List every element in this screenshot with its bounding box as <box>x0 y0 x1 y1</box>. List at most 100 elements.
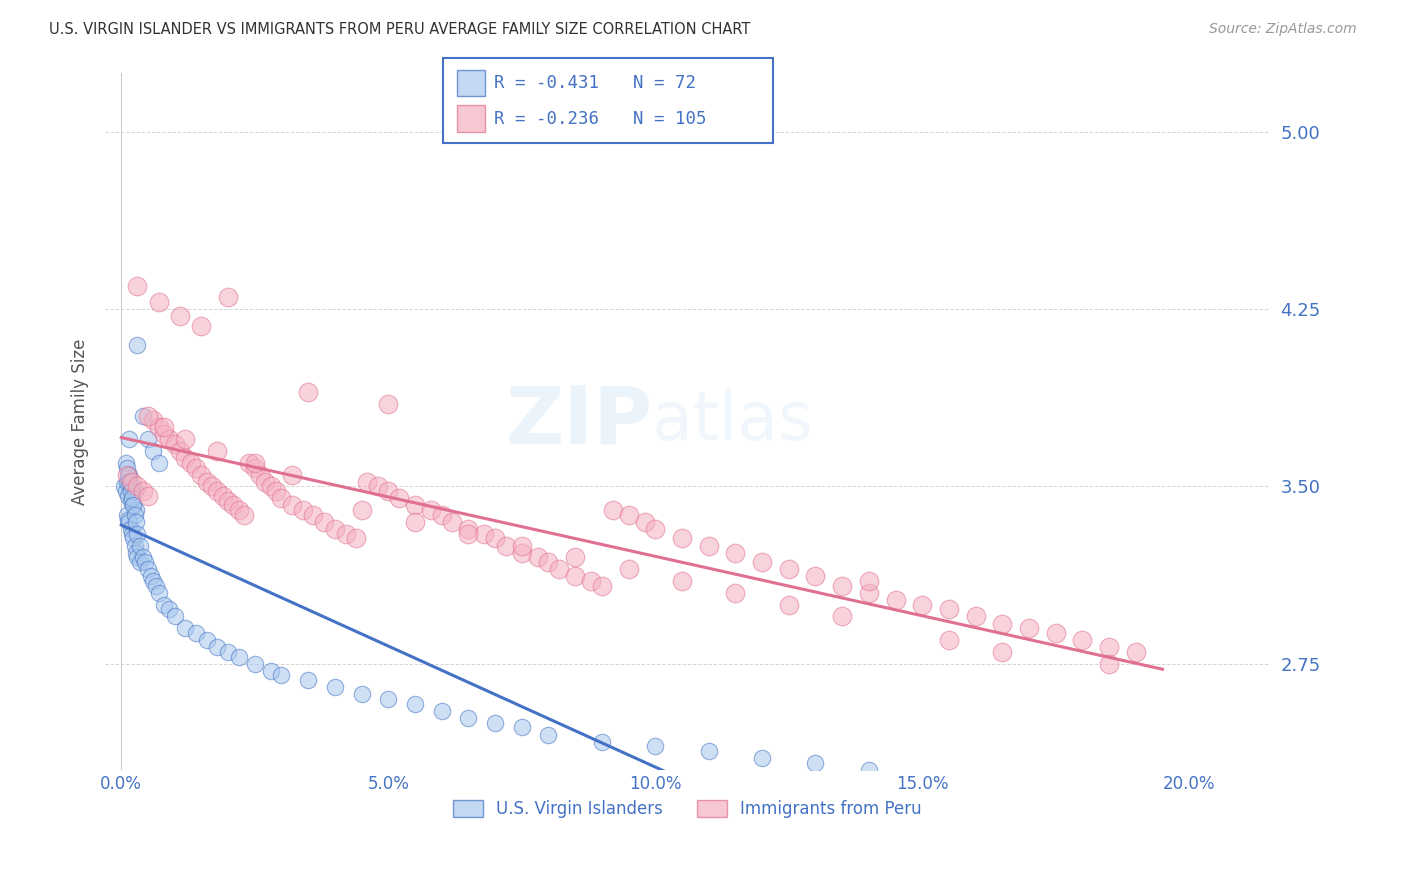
Point <box>127 550 149 565</box>
Point <box>314 515 336 529</box>
Point <box>404 499 426 513</box>
Point <box>157 432 180 446</box>
Point <box>1098 657 1121 671</box>
Point <box>564 569 586 583</box>
Point <box>457 522 479 536</box>
Point <box>671 532 693 546</box>
Point <box>1045 626 1067 640</box>
Point <box>858 586 880 600</box>
Point <box>125 546 148 560</box>
Point <box>724 586 747 600</box>
Point <box>323 522 346 536</box>
Point <box>991 616 1014 631</box>
Point <box>911 598 934 612</box>
Point <box>115 475 138 489</box>
Point <box>117 489 139 503</box>
Point <box>938 602 960 616</box>
Point <box>270 491 292 506</box>
Point <box>134 555 156 569</box>
Point <box>441 515 464 529</box>
Point <box>323 681 346 695</box>
Point <box>751 555 773 569</box>
Point <box>591 734 613 748</box>
Point <box>548 562 571 576</box>
Point <box>281 499 304 513</box>
Point <box>169 444 191 458</box>
Point <box>217 645 239 659</box>
Point <box>367 479 389 493</box>
Point <box>118 515 141 529</box>
Point <box>510 539 533 553</box>
Point <box>174 451 197 466</box>
Y-axis label: Average Family Size: Average Family Size <box>72 338 89 505</box>
Point <box>965 609 987 624</box>
Point <box>858 763 880 777</box>
Point <box>148 456 170 470</box>
Point <box>118 432 141 446</box>
Point <box>420 503 443 517</box>
Point <box>131 484 153 499</box>
Point <box>142 444 165 458</box>
Point <box>115 508 138 522</box>
Point <box>243 460 266 475</box>
Point <box>831 609 853 624</box>
Point <box>115 467 138 482</box>
Point <box>254 475 277 489</box>
Point <box>644 739 666 754</box>
Point <box>211 489 233 503</box>
Point <box>430 508 453 522</box>
Point <box>724 546 747 560</box>
Point <box>233 508 256 522</box>
Point <box>190 318 212 333</box>
Point <box>260 664 283 678</box>
Point <box>136 489 159 503</box>
Point <box>217 493 239 508</box>
Point <box>264 484 287 499</box>
Point <box>633 515 655 529</box>
Point <box>858 574 880 588</box>
Point <box>139 569 162 583</box>
Point <box>129 555 152 569</box>
Point <box>131 409 153 423</box>
Point <box>122 499 145 513</box>
Point <box>190 467 212 482</box>
Point <box>495 539 517 553</box>
Point <box>356 475 378 489</box>
Point <box>751 751 773 765</box>
Point <box>617 508 640 522</box>
Point <box>1071 633 1094 648</box>
Text: Source: ZipAtlas.com: Source: ZipAtlas.com <box>1209 22 1357 37</box>
Point <box>122 499 145 513</box>
Point <box>457 711 479 725</box>
Point <box>120 522 142 536</box>
Point <box>195 633 218 648</box>
Point <box>142 574 165 588</box>
Point <box>124 508 146 522</box>
Point <box>1018 621 1040 635</box>
Point <box>388 491 411 506</box>
Point <box>697 539 720 553</box>
Point <box>112 479 135 493</box>
Point <box>1098 640 1121 654</box>
Point <box>115 460 138 475</box>
Point <box>184 460 207 475</box>
Point <box>127 479 149 493</box>
Point <box>120 484 142 499</box>
Point <box>174 621 197 635</box>
Point <box>148 586 170 600</box>
Point <box>127 526 149 541</box>
Point <box>131 550 153 565</box>
Point <box>991 645 1014 659</box>
Text: N = 72: N = 72 <box>633 74 696 92</box>
Point <box>125 515 148 529</box>
Point <box>617 562 640 576</box>
Point <box>1125 645 1147 659</box>
Point <box>136 562 159 576</box>
Point <box>136 432 159 446</box>
Point <box>228 649 250 664</box>
Point <box>602 503 624 517</box>
Point <box>174 432 197 446</box>
Point <box>148 420 170 434</box>
Point <box>121 475 143 489</box>
Point <box>938 633 960 648</box>
